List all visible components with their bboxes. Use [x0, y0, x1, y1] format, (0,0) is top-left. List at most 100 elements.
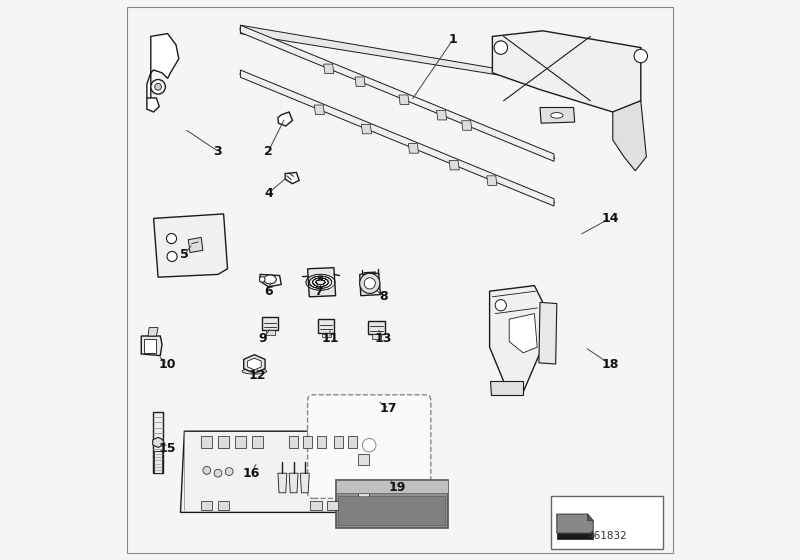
Polygon shape: [240, 25, 554, 161]
Polygon shape: [262, 317, 278, 330]
Circle shape: [362, 438, 376, 452]
Circle shape: [360, 273, 380, 293]
Text: 4: 4: [264, 186, 273, 200]
Circle shape: [151, 80, 166, 94]
Polygon shape: [251, 436, 262, 448]
Circle shape: [166, 234, 177, 244]
Bar: [336, 480, 447, 528]
Polygon shape: [289, 473, 298, 493]
Polygon shape: [324, 64, 334, 73]
Polygon shape: [142, 336, 162, 356]
Polygon shape: [202, 436, 213, 448]
FancyBboxPatch shape: [551, 496, 663, 549]
Polygon shape: [303, 436, 312, 448]
Bar: [336, 480, 447, 493]
Circle shape: [259, 277, 265, 282]
Ellipse shape: [242, 368, 266, 374]
Circle shape: [167, 251, 177, 262]
Polygon shape: [300, 473, 310, 493]
Polygon shape: [244, 355, 265, 374]
Circle shape: [495, 300, 506, 311]
Polygon shape: [358, 454, 369, 465]
Polygon shape: [358, 493, 369, 504]
Polygon shape: [372, 334, 381, 339]
Bar: [338, 496, 445, 525]
Polygon shape: [318, 319, 334, 333]
Polygon shape: [154, 214, 227, 277]
Text: 5: 5: [180, 248, 189, 262]
Text: 2: 2: [264, 144, 273, 158]
Text: 17: 17: [380, 402, 398, 416]
Polygon shape: [147, 34, 179, 101]
Ellipse shape: [550, 113, 563, 118]
Circle shape: [214, 469, 222, 477]
Circle shape: [203, 466, 210, 474]
Polygon shape: [327, 501, 338, 510]
Polygon shape: [147, 98, 159, 112]
Polygon shape: [540, 108, 574, 123]
Polygon shape: [260, 274, 282, 287]
Polygon shape: [360, 273, 381, 296]
Text: 11: 11: [322, 332, 338, 346]
Text: 12: 12: [249, 368, 266, 382]
Text: 10: 10: [159, 357, 176, 371]
Text: 7: 7: [314, 284, 323, 298]
Text: 15: 15: [159, 441, 176, 455]
Polygon shape: [486, 176, 497, 185]
Polygon shape: [285, 172, 299, 184]
Polygon shape: [143, 339, 157, 353]
Polygon shape: [355, 77, 365, 86]
Text: 18: 18: [602, 357, 618, 371]
Polygon shape: [153, 437, 163, 447]
Text: 8: 8: [379, 290, 387, 304]
Polygon shape: [492, 31, 641, 112]
Polygon shape: [490, 286, 542, 395]
Polygon shape: [613, 101, 646, 171]
Polygon shape: [218, 436, 230, 448]
Polygon shape: [539, 302, 557, 364]
Text: 461832: 461832: [587, 531, 627, 541]
Polygon shape: [240, 25, 551, 83]
Polygon shape: [248, 358, 261, 370]
Polygon shape: [362, 124, 371, 134]
Polygon shape: [278, 112, 293, 126]
Polygon shape: [310, 501, 322, 510]
Polygon shape: [509, 314, 537, 353]
Polygon shape: [317, 436, 326, 448]
Text: 1: 1: [449, 32, 458, 46]
Polygon shape: [348, 436, 357, 448]
Polygon shape: [218, 501, 230, 510]
Polygon shape: [314, 105, 325, 115]
Polygon shape: [181, 431, 361, 512]
Polygon shape: [202, 501, 213, 510]
Text: 6: 6: [264, 284, 273, 298]
Polygon shape: [240, 70, 554, 206]
Polygon shape: [278, 473, 287, 493]
Text: 16: 16: [243, 466, 260, 480]
Text: 3: 3: [214, 144, 222, 158]
Polygon shape: [154, 451, 162, 473]
Polygon shape: [557, 533, 593, 539]
Polygon shape: [437, 110, 446, 120]
Polygon shape: [188, 237, 203, 253]
Circle shape: [634, 49, 647, 63]
Polygon shape: [289, 436, 298, 448]
Circle shape: [226, 468, 233, 475]
Polygon shape: [235, 436, 246, 448]
Circle shape: [494, 41, 507, 54]
Polygon shape: [462, 121, 472, 130]
Text: 13: 13: [374, 332, 392, 346]
Polygon shape: [148, 328, 158, 336]
Polygon shape: [408, 144, 418, 153]
Polygon shape: [587, 514, 593, 521]
Polygon shape: [334, 436, 343, 448]
Polygon shape: [308, 268, 336, 297]
Circle shape: [364, 278, 375, 289]
Polygon shape: [399, 95, 409, 105]
Polygon shape: [490, 381, 523, 395]
Ellipse shape: [264, 275, 276, 284]
Circle shape: [154, 83, 162, 90]
Polygon shape: [557, 514, 593, 533]
Text: 14: 14: [602, 212, 618, 225]
Text: 19: 19: [389, 480, 406, 494]
